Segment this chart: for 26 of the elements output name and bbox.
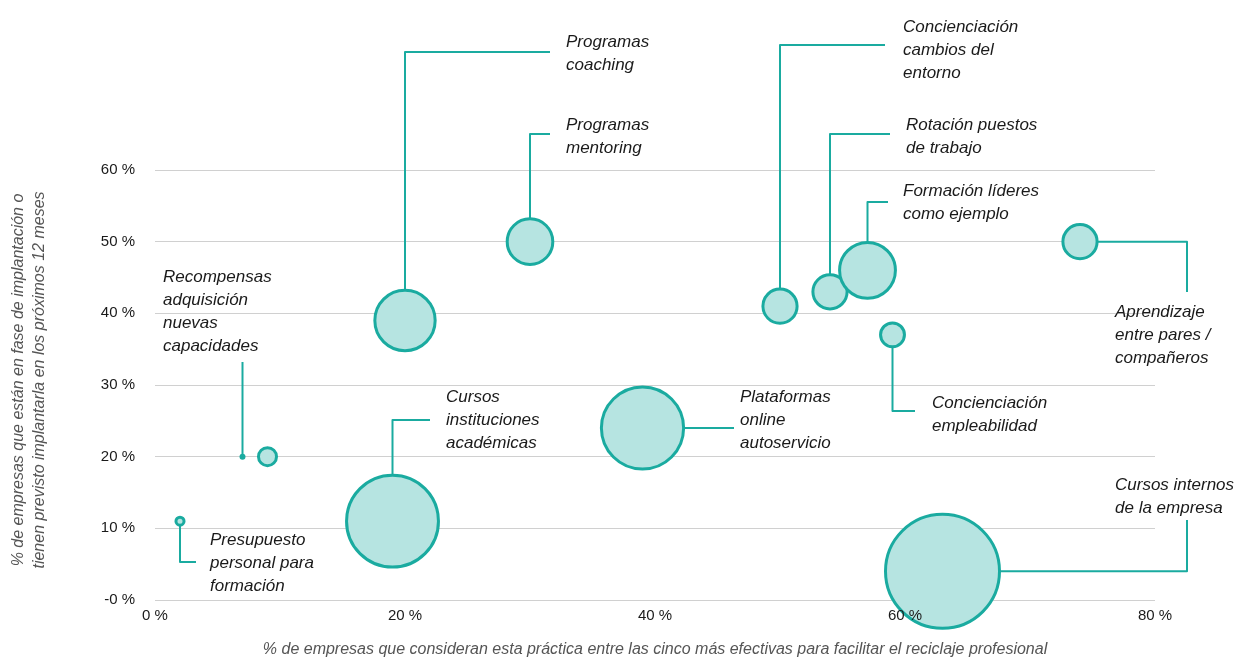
y-axis-title: % de empresas que están en fase de implantación o tienen previsto implantarla en los próximos 12 meses bbox=[9, 191, 48, 569]
annotation: Concienciación cambios del entorno bbox=[903, 16, 1019, 82]
annotation: Concienciación empleabilidad bbox=[932, 392, 1048, 435]
annotation: Cursos internos de la empresa bbox=[1115, 474, 1235, 517]
annotation: Formación líderes como ejemplo bbox=[903, 180, 1040, 223]
annotation: Recompensas adquisición nuevas capacidades bbox=[163, 266, 273, 355]
annotation: Plataformas online autoservicio bbox=[740, 386, 832, 452]
x-tick-label: 60 % bbox=[887, 605, 923, 623]
annotation: Programas mentoring bbox=[566, 114, 650, 157]
y-tick-label: 40 % bbox=[100, 303, 135, 321]
annotation: Programas coaching bbox=[566, 31, 650, 74]
y-tick-label: 30 % bbox=[100, 375, 135, 393]
y-tick-label: 60 % bbox=[100, 160, 135, 178]
x-tick-label: 0 % bbox=[142, 605, 168, 623]
x-axis-title: % de empresas que consideran esta práctica entre las cinco más efectivas para facilitar el reciclaje profesional bbox=[262, 640, 1048, 658]
annotation: Aprendizaje entre pares / compañeros bbox=[1114, 301, 1213, 367]
x-tick-label: 20 % bbox=[387, 605, 423, 623]
annotation: Presupuesto personal para formación bbox=[209, 529, 314, 595]
y-tick-label: 20 % bbox=[100, 446, 135, 464]
y-tick-label: -0 % bbox=[104, 590, 135, 608]
x-tick-label: 80 % bbox=[1137, 605, 1173, 623]
annotation: Cursos instituciones académicas bbox=[446, 386, 541, 452]
x-tick-label: 40 % bbox=[637, 605, 673, 623]
y-tick-label: 50 % bbox=[100, 231, 135, 249]
y-tick-label: 10 % bbox=[100, 518, 135, 536]
annotation: Rotación puestos de trabajo bbox=[906, 114, 1038, 157]
